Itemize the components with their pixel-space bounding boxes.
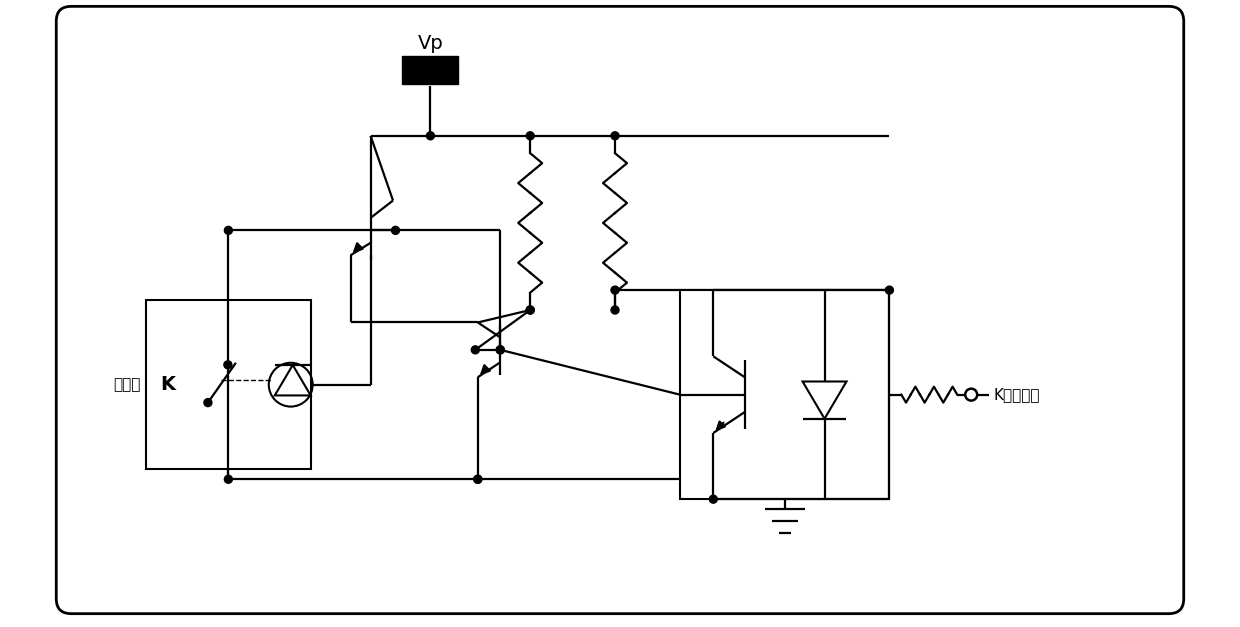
Circle shape bbox=[526, 306, 534, 314]
Circle shape bbox=[496, 346, 505, 354]
Circle shape bbox=[474, 475, 482, 483]
Text: 继电器: 继电器 bbox=[114, 377, 141, 392]
Circle shape bbox=[224, 475, 232, 483]
Text: K: K bbox=[160, 375, 176, 394]
Circle shape bbox=[203, 399, 212, 406]
Text: K控制端口: K控制端口 bbox=[993, 387, 1039, 402]
Bar bbox=[403, 56, 459, 84]
Circle shape bbox=[392, 226, 399, 234]
Circle shape bbox=[427, 132, 434, 140]
Circle shape bbox=[709, 495, 717, 503]
Circle shape bbox=[611, 286, 619, 294]
Circle shape bbox=[224, 226, 232, 234]
Circle shape bbox=[496, 346, 505, 354]
Circle shape bbox=[474, 475, 482, 483]
Text: Vp: Vp bbox=[418, 34, 444, 53]
Circle shape bbox=[611, 306, 619, 314]
Circle shape bbox=[224, 361, 232, 369]
Circle shape bbox=[526, 306, 534, 314]
Circle shape bbox=[611, 132, 619, 140]
Bar bbox=[146, 300, 311, 469]
Circle shape bbox=[526, 132, 534, 140]
Circle shape bbox=[885, 286, 893, 294]
Circle shape bbox=[471, 346, 480, 354]
Bar bbox=[680, 290, 889, 499]
FancyBboxPatch shape bbox=[56, 6, 1184, 614]
